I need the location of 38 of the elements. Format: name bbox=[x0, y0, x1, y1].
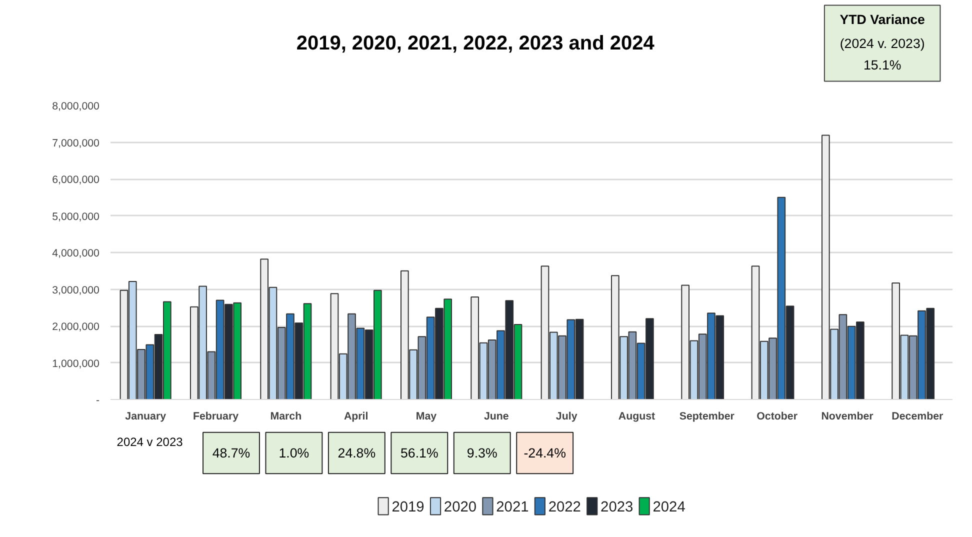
y-tick-label: - bbox=[96, 394, 100, 406]
x-tick-label: August bbox=[618, 410, 656, 422]
text: 15.1% bbox=[863, 58, 902, 73]
x-tick-label: May bbox=[416, 410, 437, 422]
y-tick-label: 6,000,000 bbox=[52, 174, 100, 186]
text: 56.1% bbox=[400, 446, 438, 460]
legend-label: 2020 bbox=[444, 500, 477, 516]
legend-label: 2019 bbox=[392, 500, 424, 516]
text: 24.8% bbox=[338, 446, 376, 460]
text: (2024 v. 2023) bbox=[840, 36, 925, 51]
x-tick-label: March bbox=[270, 410, 302, 422]
y-tick-label: 8,000,000 bbox=[52, 100, 100, 112]
legend-label: 2023 bbox=[600, 500, 634, 516]
x-tick-label: April bbox=[344, 410, 368, 422]
y-tick-label: 7,000,000 bbox=[52, 137, 100, 150]
legend-label: 2022 bbox=[548, 500, 581, 516]
y-tick-label: 1,000,000 bbox=[52, 358, 100, 370]
legend-label: 2021 bbox=[496, 500, 529, 516]
x-tick-label: February bbox=[192, 410, 239, 422]
text: 2024 v 2023 bbox=[116, 435, 184, 449]
x-tick-label: October bbox=[756, 410, 798, 422]
x-tick-label: July bbox=[556, 410, 578, 422]
x-tick-label: September bbox=[679, 410, 734, 422]
x-tick-label: June bbox=[484, 410, 509, 422]
chart-title: 2019, 2020, 2021, 2022, 2023 and 2024 bbox=[296, 32, 656, 54]
text: YTD Variance bbox=[840, 12, 925, 27]
x-tick-label: January bbox=[125, 410, 166, 422]
y-tick-label: 2,000,000 bbox=[52, 321, 100, 333]
text: -24.4% bbox=[524, 446, 566, 460]
text: 48.7% bbox=[212, 446, 250, 460]
y-tick-label: 4,000,000 bbox=[52, 248, 100, 260]
text: 9.3% bbox=[466, 446, 498, 460]
y-tick-label: 3,000,000 bbox=[52, 284, 100, 296]
legend-label: 2024 bbox=[652, 500, 686, 516]
x-tick-label: November bbox=[821, 410, 874, 422]
x-tick-label: December bbox=[892, 410, 944, 422]
text: 1.0% bbox=[278, 446, 310, 460]
y-tick-label: 5,000,000 bbox=[52, 210, 100, 223]
